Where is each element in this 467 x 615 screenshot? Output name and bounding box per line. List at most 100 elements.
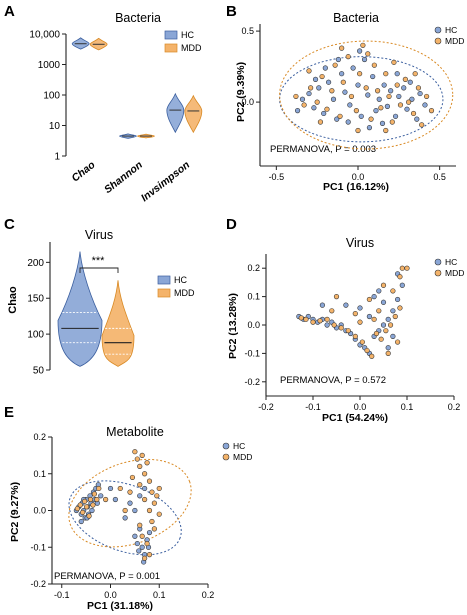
panel-e-point-hc: [89, 507, 95, 514]
panel-e-point-mdd: [96, 485, 102, 492]
panel-e-point-mdd: [84, 504, 90, 510]
panel-b-point-mdd: [332, 62, 338, 68]
panel-c-legend-label-hc: HC: [174, 275, 187, 285]
panel-b-point-hc: [370, 73, 376, 80]
panel-e-point-mdd: [142, 496, 148, 503]
panel-b-point-hc: [322, 65, 328, 71]
panel-a-legend-swatch-mdd: [164, 43, 178, 53]
panel-d-point-mdd: [331, 322, 337, 328]
panel-d-point-mdd: [397, 305, 403, 311]
panel-b-point-hc: [311, 105, 317, 111]
panel-b-point-hc: [312, 76, 319, 82]
panel-e-point-mdd: [94, 496, 100, 503]
panel-a-y-tick-label: 10,000: [29, 30, 60, 41]
panel-b-point-mdd: [386, 93, 392, 100]
panel-d-legend-label-hc: HC: [445, 257, 457, 267]
panel-e-point-hc: [136, 548, 142, 554]
panel-e-point-hc: [139, 544, 145, 550]
panel-b-point-mdd: [428, 108, 435, 114]
panel-b-y-tick-label: 0.0: [241, 97, 254, 107]
panel-a-violin-hc-invsimpson: [166, 92, 185, 134]
panel-d-xlabel: PC1 (54.24%): [322, 412, 388, 424]
panel-e-point-hc: [112, 496, 118, 503]
panel-c-violin-hc: [57, 251, 103, 367]
panel-b-x-tick-label: -0.5: [269, 172, 285, 182]
panel-b-point-mdd: [317, 119, 324, 125]
panel-e-point-mdd: [146, 551, 153, 558]
panel-e-x-tick-label: 0.0: [104, 590, 117, 600]
panel-b-point-hc: [373, 108, 379, 114]
panel-e-point-mdd: [90, 502, 96, 508]
panel-b-point-mdd: [337, 113, 343, 119]
panel-e-point-mdd: [137, 522, 143, 528]
panel-b-point-mdd: [389, 119, 395, 125]
panel-b-point-mdd: [353, 108, 359, 114]
panel-b-point-hc: [347, 102, 353, 108]
panel-e-point-mdd: [144, 540, 150, 547]
panel-b-point-mdd: [348, 93, 355, 100]
panel-d-point-mdd: [352, 311, 358, 317]
panel-b-point-mdd: [345, 54, 351, 60]
panel-b-point-mdd: [391, 59, 397, 65]
panel-b-ellipse-hc: [279, 56, 444, 143]
panel-d-point-mdd: [395, 339, 401, 345]
panel-b-point-mdd: [378, 105, 384, 111]
panel-d-ylabel: PC2 (13.28%): [227, 293, 239, 359]
panel-e-ellipse-mdd: [68, 458, 192, 548]
panel-c-significance: ***: [92, 255, 106, 267]
panel-d-point-mdd: [397, 274, 403, 280]
panel-d-point-hc: [357, 305, 363, 311]
panel-b-point-hc: [321, 110, 327, 117]
panel-e-title: Metabolite: [106, 425, 164, 439]
panel-e-point-mdd: [146, 507, 153, 514]
panel-b-point-hc: [417, 90, 423, 97]
panel-e-point-mdd: [156, 485, 162, 492]
panel-d-point-hc: [395, 296, 401, 303]
panel-d-point-mdd: [338, 325, 344, 331]
panel-b-point-mdd: [324, 106, 330, 112]
panel-d-y-tick-label: 0.1: [247, 292, 260, 302]
panel-d-y-tick-label: 0.2: [247, 263, 260, 273]
panel-d-point-mdd: [345, 328, 351, 334]
panel-b-point-mdd: [371, 62, 377, 68]
panel-d-point-hc: [385, 345, 391, 351]
panel-d-point-mdd: [390, 288, 396, 294]
panel-b-point-mdd: [368, 116, 374, 122]
panel-b-permanova: PERMANOVA, P = 0.003: [270, 144, 376, 155]
panel-a-legend-swatch-hc: [164, 30, 178, 40]
panel-d-point-mdd: [383, 328, 389, 334]
panel-b-point-mdd: [412, 71, 418, 77]
panel-d-legend-marker-mdd: [434, 269, 442, 277]
panel-e-point-mdd: [144, 460, 150, 466]
panel-e-point-mdd: [151, 526, 157, 532]
panel-d-point-mdd: [366, 296, 373, 303]
panel-d-y-tick-label: 0.0: [247, 320, 260, 330]
panel-d-point-hc: [390, 333, 396, 339]
panel-b-point-hc: [392, 113, 399, 119]
panel-c-legend-swatch-hc: [157, 275, 171, 285]
marks-layer: [57, 37, 435, 565]
panel-e-point-mdd: [77, 502, 83, 508]
panel-b-point-hc: [299, 96, 306, 102]
panel-b-point-mdd: [339, 45, 345, 51]
panel-d-title: Virus: [346, 236, 374, 250]
panel-b-point-hc: [339, 71, 345, 77]
panel-label-a: A: [4, 3, 15, 20]
panel-d-point-mdd: [333, 294, 340, 300]
panel-d-x-tick-label: 0.0: [354, 402, 367, 412]
panel-d-x-tick-label: 0.2: [448, 402, 461, 412]
panel-e-y-tick-label: 0.0: [33, 506, 46, 516]
panel-d-point-hc: [376, 288, 382, 294]
panel-b-point-mdd: [424, 93, 430, 100]
panel-d-point-hc: [380, 322, 387, 328]
panel-d-point-mdd: [378, 336, 384, 342]
panel-b-point-mdd: [306, 68, 312, 74]
panel-a-x-tick-label-chao: Chao: [69, 159, 98, 185]
panel-e-legend-marker-mdd: [222, 453, 230, 461]
panel-b-point-hc: [396, 93, 402, 100]
panel-e-point-mdd: [127, 489, 133, 495]
panel-a-title: Bacteria: [115, 11, 161, 25]
panel-b-point-hc: [401, 85, 407, 91]
panel-b-point-mdd: [415, 85, 422, 91]
